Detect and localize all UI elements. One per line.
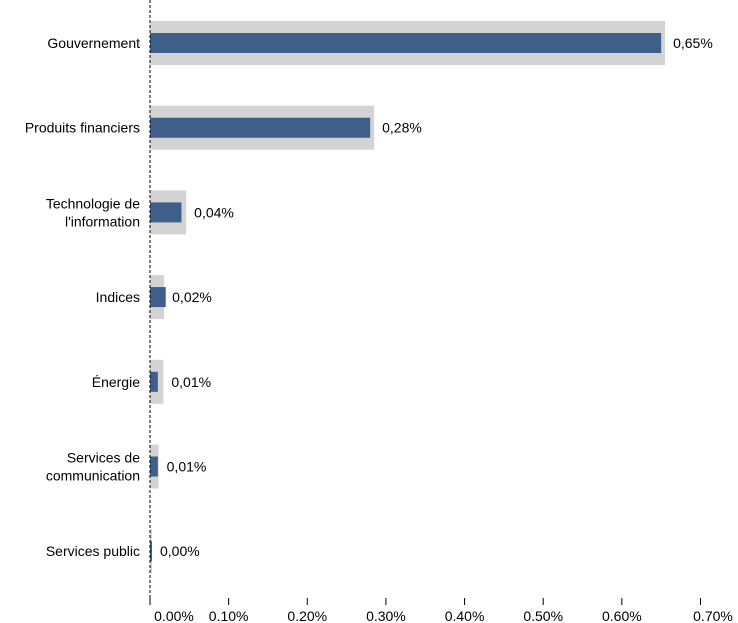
value-label: 0,04% <box>194 204 234 220</box>
category-label: Services public <box>46 543 140 559</box>
x-tick-label: 0.70% <box>693 608 733 623</box>
x-tick-label: 0.00% <box>154 608 194 623</box>
value-label: 0,01% <box>171 374 211 390</box>
x-tick-label: 0.10% <box>209 608 249 623</box>
category-labels: Gouvernement Produits financiers Technolog… <box>25 35 140 559</box>
bars <box>150 33 662 562</box>
category-label: Produits financiers <box>25 120 140 136</box>
background-bars <box>150 21 666 574</box>
x-tick-label: 0.60% <box>602 608 642 623</box>
value-label: 0,28% <box>382 120 422 136</box>
value-label: 0,00% <box>160 543 200 559</box>
x-axis: 0.00% 0.10% 0.20% 0.30% 0.40% 0.50% 0.60% 0.70% <box>149 598 733 623</box>
x-tick-label: 0.20% <box>287 608 327 623</box>
value-labels: 0,65% 0,28% 0,04% 0,02% 0,01% 0,01% 0,00% <box>160 35 713 559</box>
value-label: 0,02% <box>172 289 212 305</box>
x-tick-label: 0.40% <box>445 608 485 623</box>
bar <box>150 456 158 477</box>
category-label: Indices <box>96 289 140 305</box>
category-label: Technologie de l'information <box>46 195 140 229</box>
bar <box>150 33 662 53</box>
x-tick-label: 0.50% <box>523 608 563 623</box>
value-label: 0,01% <box>167 459 207 475</box>
category-label: Gouvernement <box>47 35 140 51</box>
bar <box>150 117 371 138</box>
value-label: 0,65% <box>673 35 713 51</box>
bar <box>150 202 182 223</box>
bar <box>150 371 158 392</box>
category-label: Services de communication <box>46 450 140 484</box>
category-label: Énergie <box>92 374 140 390</box>
bar <box>150 541 152 562</box>
bar <box>150 287 166 308</box>
x-tick-label: 0.30% <box>366 608 406 623</box>
